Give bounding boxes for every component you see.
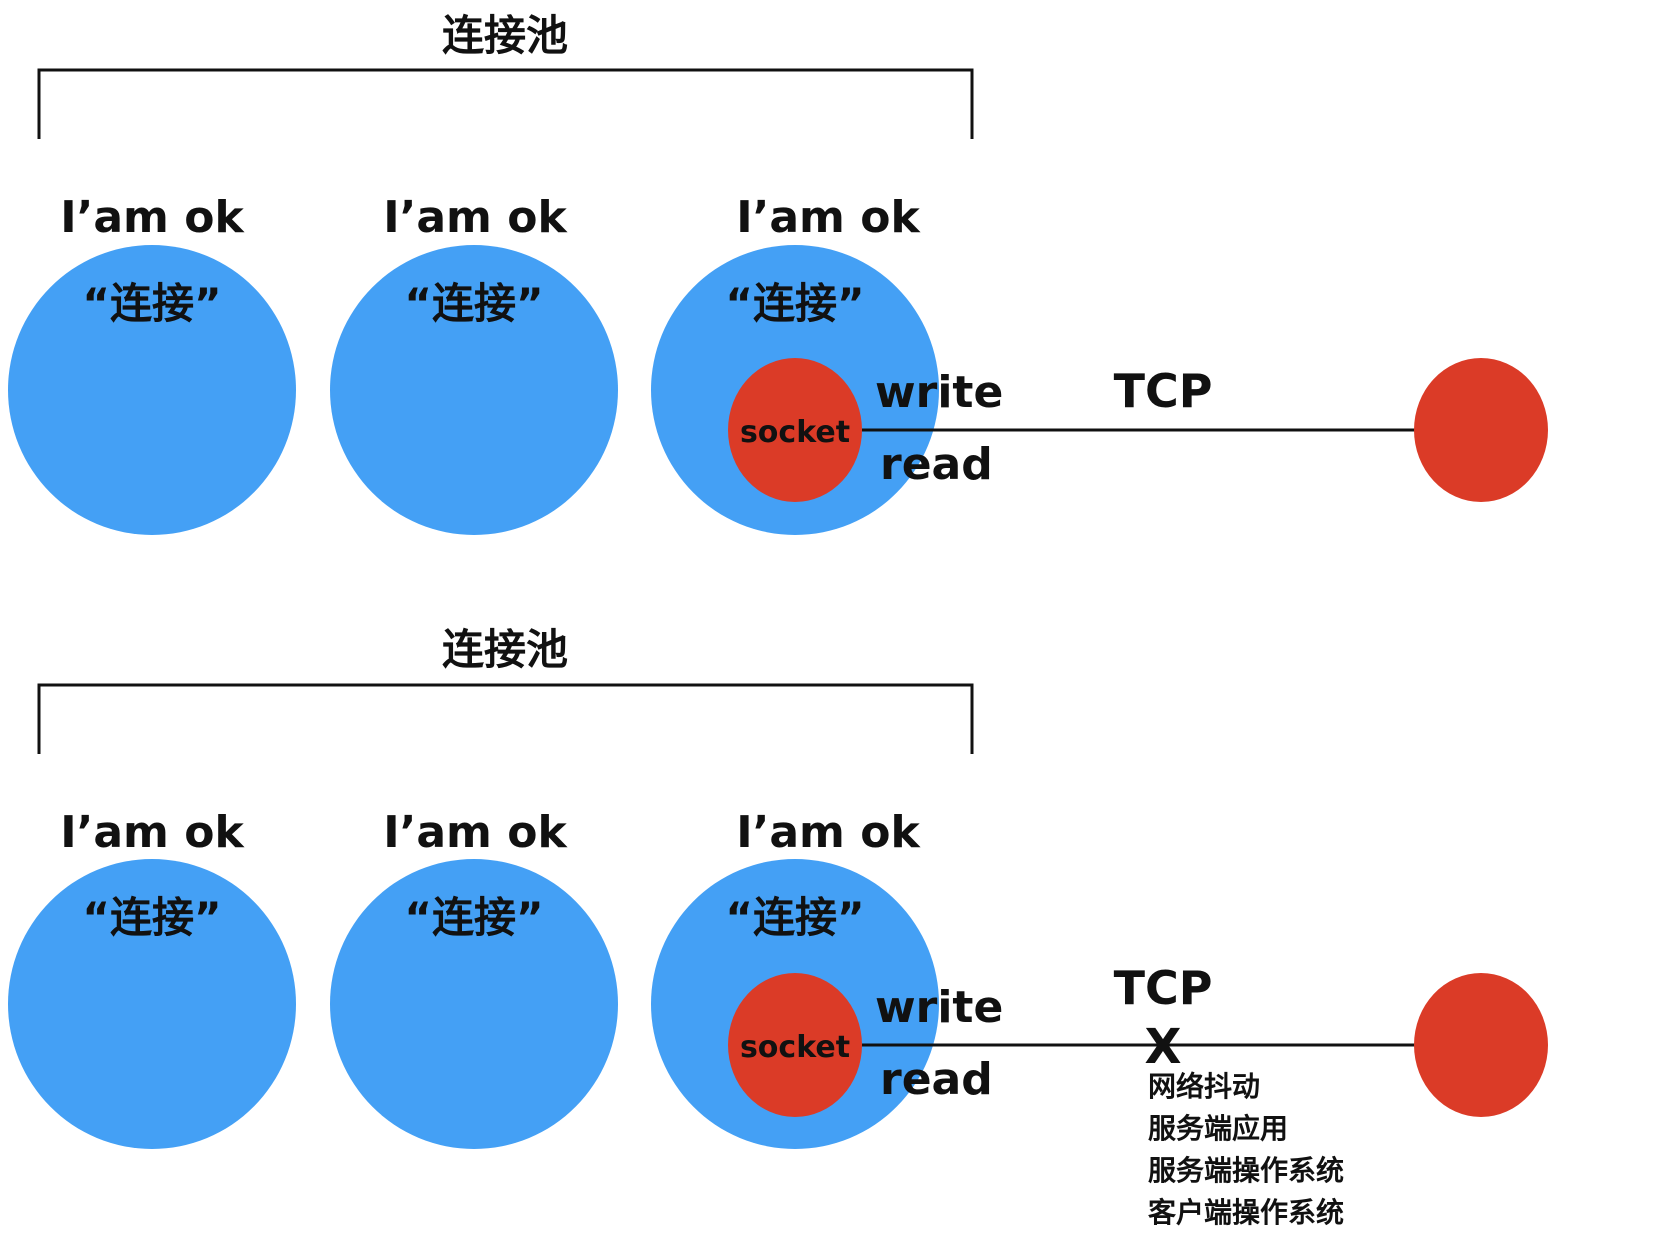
top-conn-1-label: “连接” xyxy=(82,279,221,328)
top-conn-3-status: I’am ok xyxy=(736,192,921,243)
top-conn-2-label: “连接” xyxy=(404,279,543,328)
bottom-cause-4: 客户端操作系统 xyxy=(1148,1196,1344,1229)
bottom-socket-label: socket xyxy=(740,1030,850,1065)
top-tcp-label: TCP xyxy=(1114,364,1213,418)
bottom-socket xyxy=(728,973,862,1117)
top-socket xyxy=(728,358,862,502)
bottom-read-label: read xyxy=(880,1054,993,1105)
top-conn-3-label: “连接” xyxy=(725,279,864,328)
bottom-conn-2-status: I’am ok xyxy=(383,807,568,858)
bottom-pool-title: 连接池 xyxy=(442,625,568,674)
top-connection-1 xyxy=(8,245,296,535)
bottom-server-node xyxy=(1414,973,1548,1117)
top-pool-bracket xyxy=(37,68,974,139)
bottom-pool-bracket xyxy=(37,683,974,754)
bottom-cause-1: 网络抖动 xyxy=(1148,1070,1260,1103)
top-conn-1-status: I’am ok xyxy=(60,192,245,243)
bottom-write-label: write xyxy=(875,982,1003,1033)
bottom-connection-2 xyxy=(330,859,618,1149)
top-socket-label: socket xyxy=(740,415,850,450)
bottom-tcp-label: TCP xyxy=(1114,961,1213,1015)
bottom-break-mark: X xyxy=(1144,1019,1181,1075)
bottom-conn-3-status: I’am ok xyxy=(736,807,921,858)
bottom-cause-3: 服务端操作系统 xyxy=(1148,1154,1344,1187)
bottom-connection-1 xyxy=(8,859,296,1149)
top-pool-title: 连接池 xyxy=(442,11,568,60)
top-read-label: read xyxy=(880,439,993,490)
top-scenario: 连接池 I’am ok I’am ok I’am ok socket “连接” … xyxy=(8,11,1548,535)
bottom-scenario: 连接池 I’am ok I’am ok I’am ok socket “连接” … xyxy=(8,625,1548,1229)
bottom-conn-1-label: “连接” xyxy=(82,893,221,942)
top-write-label: write xyxy=(875,367,1003,418)
top-conn-2-status: I’am ok xyxy=(383,192,568,243)
bottom-conn-3-label: “连接” xyxy=(725,893,864,942)
top-server-node xyxy=(1414,358,1548,502)
bottom-conn-2-label: “连接” xyxy=(404,893,543,942)
top-connection-2 xyxy=(330,245,618,535)
bottom-conn-1-status: I’am ok xyxy=(60,807,245,858)
bottom-cause-2: 服务端应用 xyxy=(1148,1112,1288,1145)
